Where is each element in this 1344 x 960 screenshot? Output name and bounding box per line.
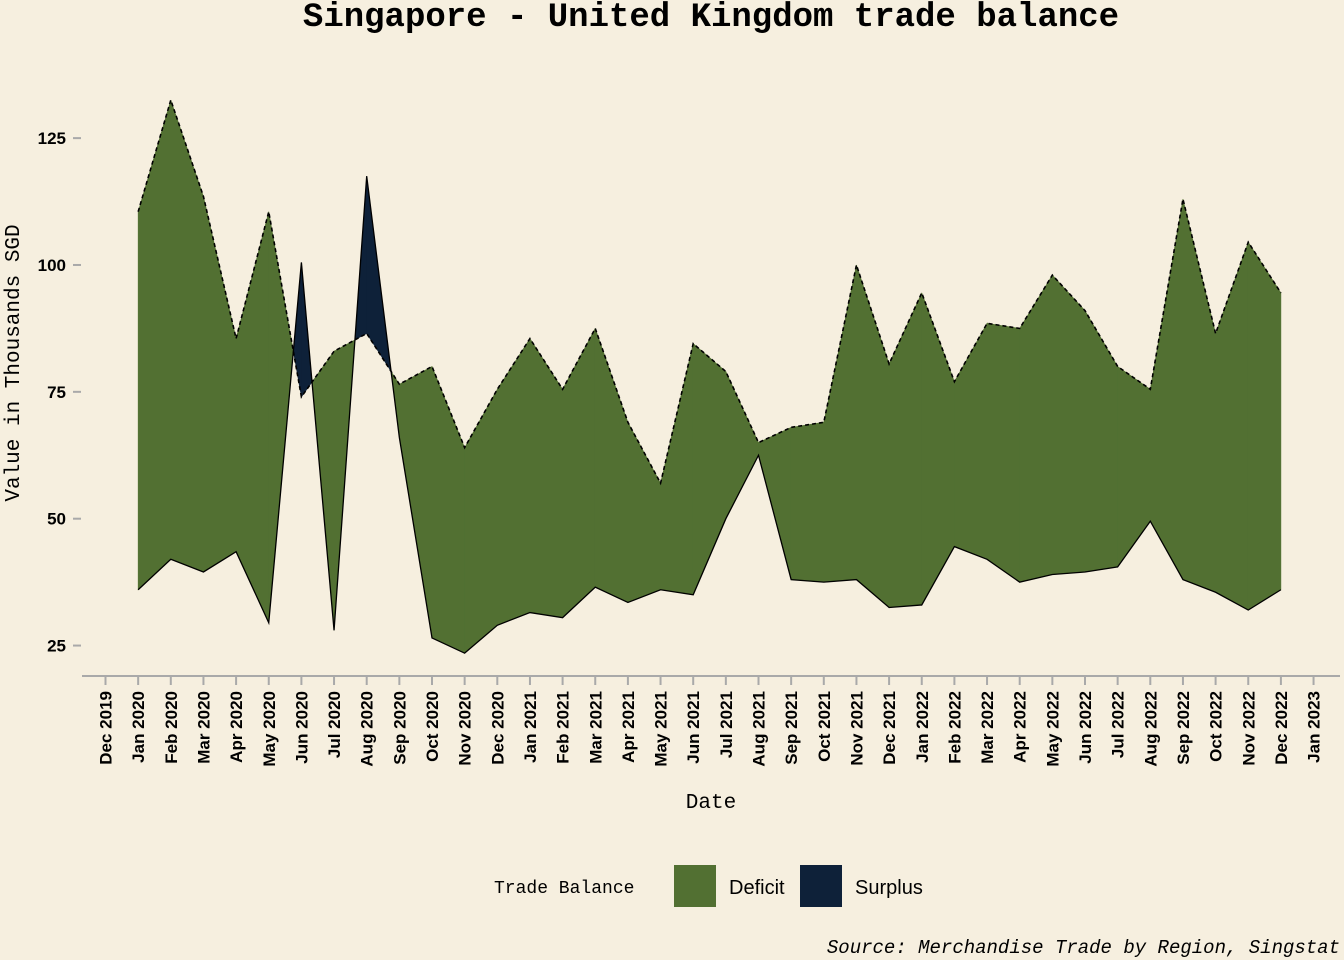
legend-label-deficit: Deficit (729, 877, 785, 899)
x-tick-label-15: Mar 2021 (586, 691, 605, 764)
x-tick-label-17: May 2021 (652, 691, 671, 767)
area-segment-20 (660, 343, 694, 596)
y-axis: 25 50 75 100 125 (38, 129, 81, 656)
x-tick-label-31: Jul 2022 (1109, 691, 1128, 758)
x-tick-label-32: Aug 2022 (1141, 691, 1160, 767)
x-tick-label-5: May 2020 (260, 691, 279, 767)
area-segment-28 (921, 292, 955, 607)
x-tick-label-25: Jan 2022 (913, 691, 932, 763)
area-segment-25 (823, 264, 857, 583)
x-tick-label-3: Mar 2020 (194, 691, 213, 764)
x-tick-label-0: Dec 2019 (97, 691, 116, 765)
area-segment-0 (137, 99, 172, 591)
y-tick-label-4: 125 (38, 129, 66, 148)
x-tick-label-29: May 2022 (1043, 691, 1062, 767)
area-segment-36 (1182, 198, 1216, 593)
x-tick-label-4: Apr 2020 (227, 691, 246, 763)
x-tick-label-9: Sep 2020 (390, 691, 409, 765)
x-tick-label-37: Jan 2023 (1305, 691, 1324, 763)
x-tick-label-18: Jun 2021 (684, 691, 703, 764)
x-tick-label-36: Dec 2022 (1272, 691, 1291, 765)
x-tick-label-10: Oct 2020 (423, 691, 442, 762)
area-segment-30 (986, 322, 1021, 583)
x-tick-label-22: Oct 2021 (815, 691, 834, 762)
x-tick-label-12: Dec 2020 (488, 691, 507, 765)
x-tick-label-30: Jun 2022 (1076, 691, 1095, 764)
area-segment-13 (431, 366, 465, 654)
source-caption: Source: Merchandise Trade by Region, Sin… (827, 937, 1340, 959)
x-tick-label-2: Feb 2020 (162, 691, 181, 764)
area-segment-27 (888, 292, 923, 608)
x-axis-title: Date (686, 792, 736, 815)
area-segment-23 (758, 426, 792, 580)
x-tick-label-11: Nov 2020 (456, 691, 475, 766)
area-segment-1 (170, 99, 204, 573)
line-layer (137, 97, 1282, 654)
area-segment-2 (203, 196, 237, 573)
area-segment-32 (1052, 274, 1086, 575)
legend: Trade Balance Deficit Surplus (494, 865, 923, 907)
x-tick-label-8: Aug 2020 (358, 691, 377, 767)
x-tick-label-21: Sep 2021 (782, 691, 801, 765)
area-segment-24 (790, 421, 825, 583)
x-tick-label-6: Jun 2020 (292, 691, 311, 764)
area-segment-19 (627, 422, 661, 603)
area-segment-16 (529, 337, 563, 618)
x-tick-label-26: Feb 2022 (945, 691, 964, 764)
area-segment-17 (562, 328, 596, 619)
legend-swatch-surplus (800, 865, 842, 907)
chart-title: Singapore - United Kingdom trade balance (303, 0, 1119, 37)
x-tick-label-35: Nov 2022 (1239, 691, 1258, 766)
x-tick-label-7: Jul 2020 (325, 691, 344, 758)
area-segment-35 (1150, 198, 1184, 581)
y-tick-label-3: 100 (38, 256, 66, 275)
area-segment-31 (1019, 274, 1053, 583)
x-axis: Dec 2019 Jan 2020 Feb 2020 Mar 2020 Apr 2020… (82, 675, 1340, 767)
area-segment-18 (594, 328, 629, 603)
x-tick-label-24: Dec 2021 (880, 691, 899, 765)
x-tick-label-16: Apr 2021 (619, 691, 638, 763)
x-tick-label-14: Feb 2021 (554, 691, 573, 764)
area-segment-22 (725, 371, 759, 519)
area-segment-29 (954, 322, 988, 560)
x-tick-label-19: Jul 2021 (717, 691, 736, 758)
series-line-0 (137, 97, 1282, 486)
area-layer (137, 99, 1282, 654)
area-segment-4 (268, 211, 294, 623)
x-tick-label-23: Nov 2021 (847, 691, 866, 766)
y-tick-label-0: 25 (47, 637, 66, 656)
x-tick-label-13: Jan 2021 (521, 691, 540, 763)
area-segment-14 (464, 388, 498, 654)
x-tick-label-1: Jan 2020 (129, 691, 148, 763)
area-segment-12 (399, 365, 433, 638)
x-tick-label-20: Aug 2021 (750, 691, 769, 767)
area-segment-37 (1215, 242, 1249, 611)
y-axis-title: Value in Thousands SGD (3, 224, 26, 501)
y-tick-label-2: 75 (47, 383, 66, 402)
y-tick-label-1: 50 (47, 510, 66, 529)
x-tick-label-34: Oct 2022 (1207, 691, 1226, 762)
legend-swatch-deficit (674, 865, 716, 907)
series-line-1 (137, 176, 1282, 654)
legend-title: Trade Balance (494, 879, 634, 899)
x-tick-label-33: Sep 2022 (1174, 691, 1193, 765)
area-segment-38 (1247, 241, 1282, 611)
area-segment-33 (1084, 309, 1118, 573)
area-segment-34 (1117, 365, 1151, 568)
x-tick-label-28: Apr 2022 (1011, 691, 1030, 763)
x-tick-label-27: Mar 2022 (978, 691, 997, 764)
legend-label-surplus: Surplus (855, 877, 923, 899)
